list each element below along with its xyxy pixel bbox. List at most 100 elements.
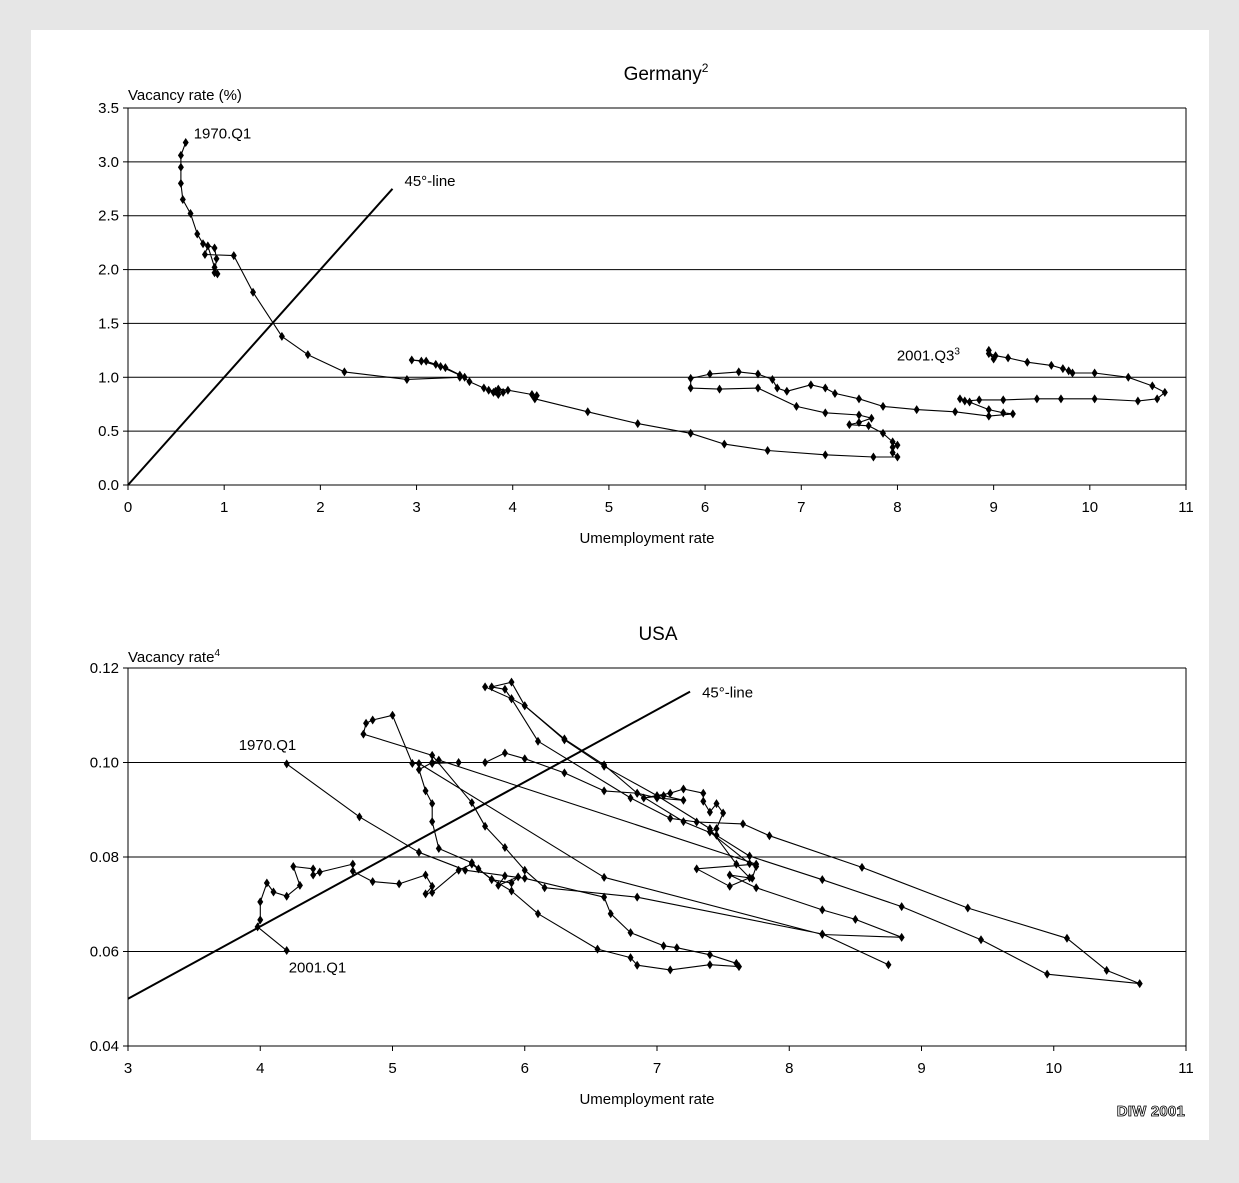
chart2-data-point xyxy=(720,808,727,818)
chart1-data-point xyxy=(533,391,540,401)
chart2-data-point xyxy=(296,880,303,890)
chart2-title: USA xyxy=(638,624,677,645)
chart1-data-point xyxy=(1091,368,1098,378)
chart2-data-point xyxy=(508,878,515,888)
chart1-data-point xyxy=(889,442,896,452)
chart2-data-point xyxy=(521,701,528,711)
chart1-x-tick-label: 0 xyxy=(124,499,132,516)
chart1-data-point xyxy=(1059,364,1066,374)
chart2-data-point xyxy=(495,880,502,890)
chart1-data-point xyxy=(754,383,761,393)
chart1-data-point xyxy=(855,394,862,404)
chart1-x-tick-label: 1 xyxy=(220,499,228,516)
chart-panel: Germany2 0.0 0.5 1.0 1.5 2.0 2.5 3.0 3.5 0 1 2 3 4 5 6 7… xyxy=(31,30,1209,1140)
chart1-data-point xyxy=(408,355,415,365)
chart2-data-point xyxy=(667,788,674,798)
chart2-data-point xyxy=(1044,969,1051,979)
chart1-data-point xyxy=(456,370,463,380)
chart2-data-point xyxy=(885,960,892,970)
chart2-data-point xyxy=(310,870,317,880)
chart2-data-point xyxy=(693,864,700,874)
chart2-x-axis-label: Umemployment rate xyxy=(579,1091,714,1108)
chart2-data-point xyxy=(819,929,826,939)
chart1-data-point xyxy=(1005,353,1012,363)
chart2-data-point xyxy=(1103,965,1110,975)
chart2-data-point xyxy=(680,817,687,827)
chart1-data-point xyxy=(985,411,992,421)
chart2-annotation: 1970.Q1 xyxy=(239,737,297,754)
chart1-data-point xyxy=(584,407,591,417)
chart2-data-point xyxy=(429,881,436,891)
chart1-data-point xyxy=(889,437,896,447)
chart2-data-point xyxy=(349,866,356,876)
chart2-data-point xyxy=(601,761,608,771)
chart2-data-point xyxy=(521,865,528,875)
chart1-data-point xyxy=(687,373,694,383)
chart1-data-point xyxy=(179,195,186,205)
chart2-x-tick-label: 8 xyxy=(785,1060,793,1077)
chart2-data-point xyxy=(389,710,396,720)
chart2-data-point xyxy=(680,795,687,805)
chart2-data-point xyxy=(627,953,634,963)
chart1-data-point xyxy=(177,178,184,188)
chart2-data-point xyxy=(964,903,971,913)
chart1-data-point xyxy=(783,386,790,396)
chart2-data-point xyxy=(475,864,482,874)
chart2-x-tick-label: 9 xyxy=(917,1060,925,1077)
chart1-data-point xyxy=(211,243,218,253)
chart2-data-point xyxy=(283,946,290,956)
chart2-data-point xyxy=(819,905,826,915)
chart1-data-point xyxy=(880,401,887,411)
chart2-data-point xyxy=(422,889,429,899)
chart2-x-tick-label: 3 xyxy=(124,1060,132,1077)
chart2-data-point xyxy=(349,859,356,869)
chart2-data-point xyxy=(561,735,568,745)
chart1-data-point xyxy=(985,405,992,415)
chart2-data-point xyxy=(468,858,475,868)
chart2-data-point xyxy=(429,887,436,897)
chart1-y-tick-label: 0.5 xyxy=(98,423,119,440)
chart1-data-point xyxy=(807,380,814,390)
chart1-x-tick-label: 11 xyxy=(1178,499,1194,516)
chart2-data-point xyxy=(257,915,264,925)
chart2-data-point xyxy=(634,892,641,902)
chart2-data-point xyxy=(726,870,733,880)
chart1-data-point xyxy=(985,345,992,355)
chart2-y-axis-label: Vacancy rate4 xyxy=(128,648,220,666)
chart2-y-tick-label: 0.06 xyxy=(90,944,119,961)
chart2-y-tick-label: 0.12 xyxy=(90,660,119,677)
chart1-data-point xyxy=(442,363,449,373)
chart2-data-point xyxy=(534,909,541,919)
chart1-45-degree-line xyxy=(127,188,394,486)
chart2-data-point xyxy=(706,824,713,834)
chart1-x-tick-label: 3 xyxy=(412,499,420,516)
chart2-data-point xyxy=(468,798,475,808)
chart2-data-point xyxy=(360,729,367,739)
chart2-data-point xyxy=(488,682,495,692)
chart2-data-point xyxy=(369,715,376,725)
chart1-data-point xyxy=(531,394,538,404)
chart1-y-tick-label: 1.0 xyxy=(98,369,119,386)
chart2-data-point xyxy=(739,819,746,829)
chart1-x-tick-label: 9 xyxy=(989,499,997,516)
chart2-data-point xyxy=(1136,979,1143,989)
chart2-x-tick-label: 7 xyxy=(653,1060,661,1077)
chart2-data-point xyxy=(283,759,290,769)
chart1-data-point xyxy=(822,383,829,393)
chart2-data-point xyxy=(746,851,753,861)
chart2-data-point xyxy=(541,883,548,893)
chart1-data-point xyxy=(187,209,194,219)
chart2-series-line xyxy=(418,681,1141,985)
chart1-data-point xyxy=(1048,360,1055,370)
chart1-series-line xyxy=(180,142,1166,458)
chart2-data-point xyxy=(753,859,760,869)
chart2-data-point xyxy=(700,788,707,798)
chart1-data-point xyxy=(1149,381,1156,391)
chart2-data-point xyxy=(667,813,674,823)
chart1-data-point xyxy=(423,356,430,366)
chart2-data-point xyxy=(501,843,508,853)
chart2-data-point xyxy=(435,843,442,853)
chart2-data-point xyxy=(488,875,495,885)
chart2-data-point xyxy=(508,677,515,687)
chart1-data-point xyxy=(437,362,444,372)
